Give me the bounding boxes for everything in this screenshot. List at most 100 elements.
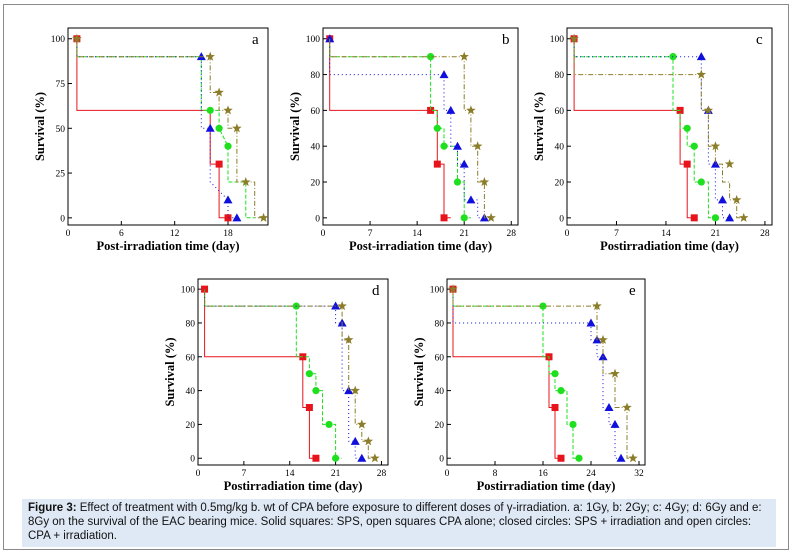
data-point — [343, 334, 354, 344]
figure-caption: Figure 3: Effect of treatment with 0.5mg… — [22, 499, 776, 547]
series-olive — [204, 289, 380, 463]
data-point — [453, 178, 462, 186]
data-point — [337, 301, 347, 311]
x-tick-label: 0 — [66, 229, 71, 239]
x-tick-label: 12 — [170, 229, 180, 239]
data-point — [586, 318, 596, 327]
series-line — [204, 289, 343, 459]
series-line — [573, 38, 744, 219]
data-point — [690, 142, 698, 150]
y-tick-label: 80 — [435, 319, 445, 329]
data-point — [569, 33, 579, 43]
x-tick-label: 32 — [634, 469, 644, 479]
data-point — [683, 124, 691, 132]
data-point — [350, 385, 360, 395]
panel-label: e — [629, 283, 636, 299]
chart-panel-d: 0 20 40 60 80 100 0 7 14 21 28 Postirradiation time… — [163, 278, 389, 493]
data-point — [459, 51, 469, 61]
y-tick-label: 80 — [186, 319, 196, 329]
x-tick-label: 18 — [223, 229, 233, 239]
series-line — [452, 289, 633, 459]
data-point — [305, 404, 313, 412]
series-blue — [573, 38, 735, 222]
data-point — [215, 124, 223, 132]
y-tick-label: 50 — [56, 125, 66, 135]
data-point — [350, 436, 360, 445]
data-point — [427, 106, 435, 114]
y-tick-label: 40 — [555, 143, 565, 153]
x-tick-label: 0 — [565, 229, 570, 239]
y-axis-label: Survival (%) — [288, 92, 302, 161]
x-tick-label: 14 — [412, 229, 422, 239]
data-point — [440, 142, 448, 150]
data-point — [214, 87, 224, 97]
data-point — [440, 214, 448, 222]
series-olive — [448, 284, 638, 463]
data-point — [325, 34, 335, 43]
y-tick-label: 100 — [430, 286, 445, 296]
series-green — [204, 289, 343, 462]
data-point — [616, 453, 626, 462]
y-tick-label: 25 — [56, 170, 66, 180]
y-tick-label: 80 — [555, 71, 565, 81]
data-point — [592, 301, 602, 311]
data-point — [205, 123, 215, 132]
panel-label: b — [502, 32, 510, 48]
data-point — [557, 454, 565, 462]
y-tick-label: 20 — [311, 179, 321, 189]
y-tick-label: 100 — [306, 35, 321, 45]
series-line — [76, 38, 228, 219]
y-tick-label: 40 — [435, 387, 445, 397]
chart-panel-e: 0 20 40 60 80 100 0 8 16 24 32 Postirradiation time… — [412, 278, 646, 493]
y-tick-label: 75 — [56, 80, 66, 90]
y-tick-label: 0 — [315, 214, 320, 224]
data-point — [575, 454, 583, 462]
data-point — [224, 142, 232, 150]
data-point — [731, 194, 742, 204]
x-tick-label: 0 — [196, 469, 201, 479]
data-point — [370, 453, 380, 463]
series-olive — [569, 33, 749, 222]
data-point — [710, 141, 721, 151]
data-point — [241, 177, 251, 187]
series-line — [76, 38, 237, 219]
x-tick-label: 7 — [368, 229, 373, 239]
data-point — [703, 105, 714, 115]
data-point — [426, 53, 435, 61]
data-point — [232, 123, 242, 133]
x-axis-label: Post-irradiation time (day) — [96, 239, 239, 253]
data-point — [325, 420, 333, 429]
series-blue — [452, 289, 626, 462]
data-point — [718, 195, 728, 204]
data-point — [215, 160, 223, 168]
x-axis-label: Post-irradiation time (day) — [349, 239, 492, 253]
series-line — [204, 289, 375, 459]
x-tick-label: 6 — [119, 229, 124, 239]
plot-frame — [446, 278, 646, 466]
data-point — [696, 69, 707, 79]
x-tick-label: 24 — [586, 469, 596, 479]
data-point — [363, 436, 374, 446]
x-axis-label: Postirradiation time (day) — [224, 479, 363, 493]
data-point — [725, 213, 735, 222]
data-point — [466, 195, 476, 204]
y-tick-label: 0 — [439, 455, 444, 465]
data-point — [331, 301, 341, 310]
series-green — [329, 38, 471, 222]
x-tick-label: 21 — [459, 229, 469, 239]
x-tick-label: 0 — [321, 229, 326, 239]
data-point — [569, 420, 577, 429]
data-point — [610, 419, 620, 428]
y-tick-label: 40 — [311, 143, 321, 153]
x-tick-label: 21 — [331, 469, 341, 479]
series-line — [329, 38, 485, 219]
data-point — [628, 453, 638, 463]
data-point — [472, 141, 483, 151]
panel-label: a — [252, 32, 259, 48]
series-olive — [329, 38, 496, 222]
data-point — [466, 105, 476, 115]
chart-panel-b: 0 20 40 60 80 100 0 7 14 21 28 Post-irradiation tim… — [288, 27, 519, 253]
data-point — [446, 105, 456, 114]
